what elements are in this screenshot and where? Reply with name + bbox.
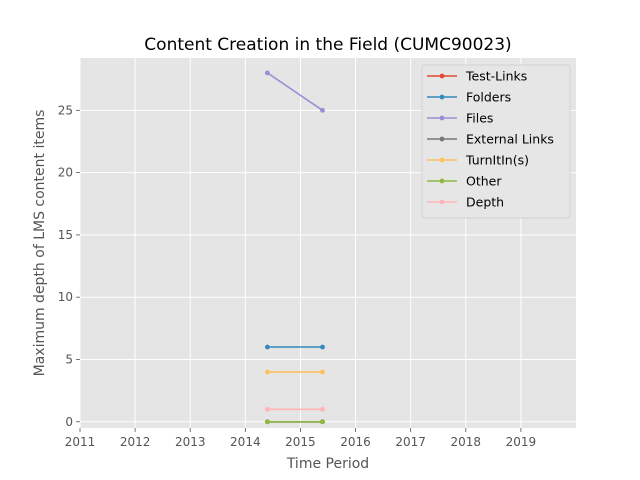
legend-swatch-marker [439, 73, 445, 79]
legend-swatch-marker [439, 157, 445, 163]
x-tick-label: 2015 [285, 435, 316, 449]
x-tick-label: 2014 [230, 435, 261, 449]
axis-ticks: 2011 2012 2013 2014 2015 2016 2017 2018 20190510… [58, 103, 536, 449]
series-folders [264, 344, 325, 350]
legend: Test-Links Folders Files External Links Turn… [421, 64, 571, 219]
legend-label: TurnItIn(s) [465, 153, 529, 168]
legend-label: Depth [466, 195, 504, 210]
legend-item: Files [427, 111, 493, 126]
legend-swatch-marker [439, 199, 445, 205]
series-line-files [266, 72, 323, 111]
x-tick-label: 2019 [506, 435, 537, 449]
x-tick-label: 2011 [65, 435, 96, 449]
legend-item: Test-Links [427, 69, 527, 84]
chart-title: Content Creation in the Field (CUMC90023… [144, 35, 511, 55]
data-point-files [320, 107, 325, 113]
legend-item: External Links [427, 132, 554, 147]
legend-swatch-marker [439, 136, 445, 142]
series-depth [264, 406, 325, 412]
data-point-depth [264, 406, 270, 412]
legend-frame [421, 64, 571, 219]
series-turnitin-s [264, 369, 325, 375]
data-point-other [320, 419, 325, 425]
x-axis-title: Time Period [286, 456, 369, 472]
data-point-files [264, 70, 270, 76]
gridlines [79, 58, 576, 428]
y-tick-label: 5 [65, 352, 73, 366]
x-tick-label: 2018 [451, 435, 482, 449]
series-layer [264, 70, 325, 425]
legend-swatch-marker [439, 115, 445, 121]
series-files [264, 70, 325, 113]
legend-label: Files [466, 111, 493, 126]
y-tick-label: 20 [58, 166, 73, 180]
legend-swatch-marker [439, 178, 445, 184]
legend-item: Depth [427, 195, 504, 210]
data-point-turnitin-s [264, 369, 270, 375]
legend-item: Other [427, 174, 502, 189]
x-tick-label: 2017 [395, 435, 426, 449]
y-axis-title: Maximum depth of LMS content items [32, 110, 48, 377]
x-tick-label: 2012 [120, 435, 151, 449]
y-tick-label: 10 [58, 290, 73, 304]
y-tick-label: 25 [58, 103, 73, 117]
x-tick-label: 2013 [175, 435, 206, 449]
legend-label: Folders [466, 90, 511, 105]
legend-label: Other [466, 174, 502, 189]
data-point-folders [264, 344, 270, 350]
data-point-folders [320, 344, 325, 350]
legend-label: External Links [466, 132, 554, 147]
y-tick-label: 0 [65, 415, 73, 429]
y-tick-label: 15 [58, 228, 73, 242]
x-tick-label: 2016 [340, 435, 371, 449]
data-point-other [264, 419, 270, 425]
data-point-depth [320, 406, 325, 412]
legend-item: Folders [427, 90, 511, 105]
data-point-turnitin-s [320, 369, 325, 375]
legend-item: TurnItIn(s) [427, 153, 529, 168]
legend-swatch-marker [439, 94, 445, 100]
legend-label: Test-Links [465, 69, 527, 84]
series-other [264, 419, 325, 425]
